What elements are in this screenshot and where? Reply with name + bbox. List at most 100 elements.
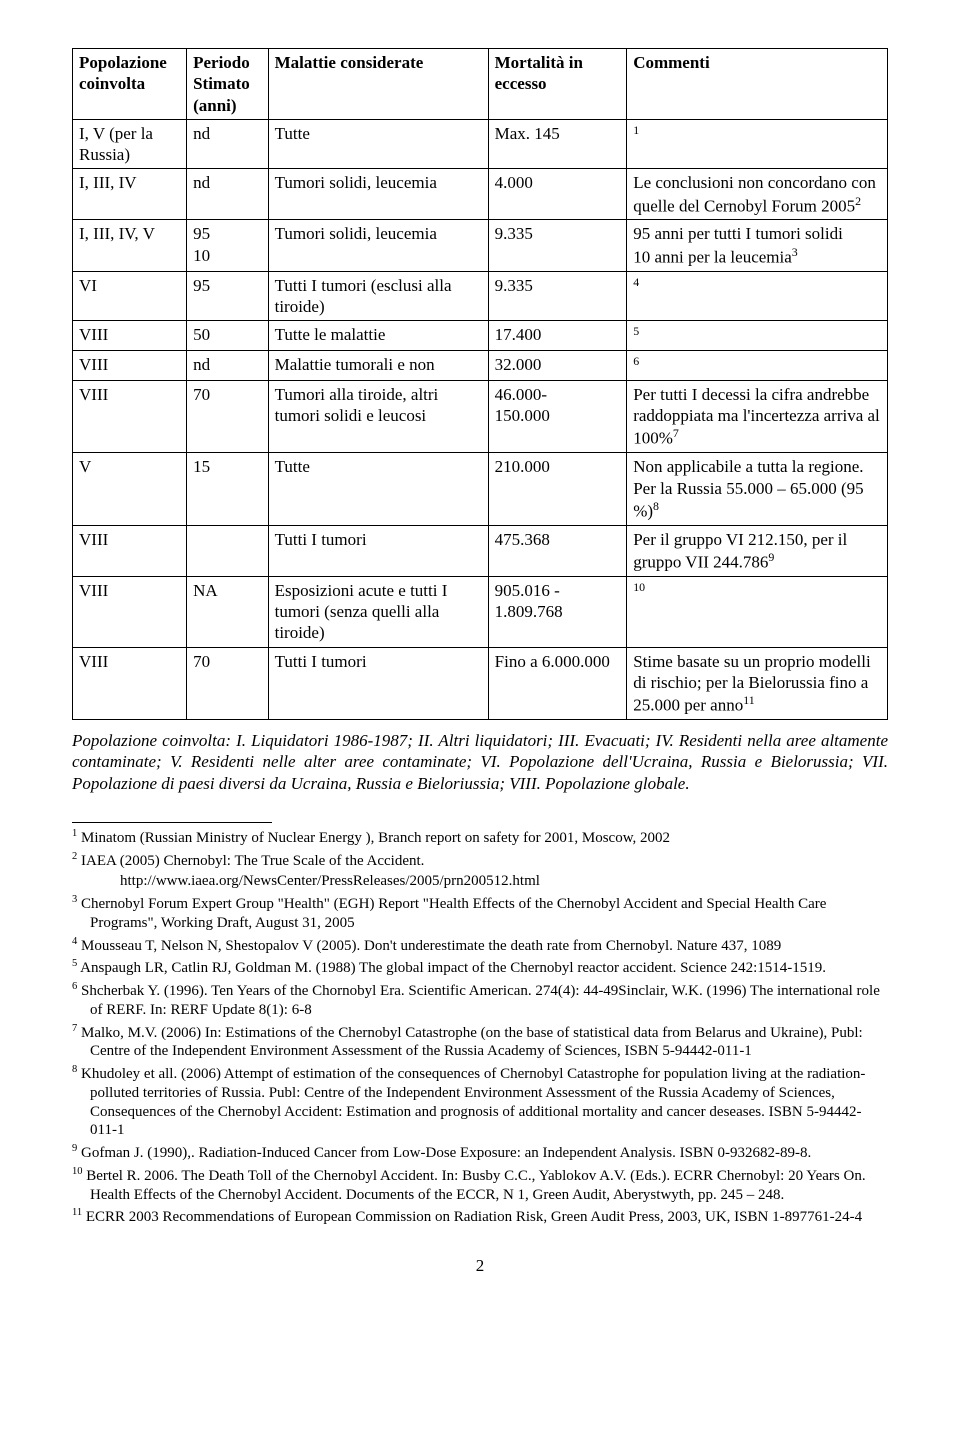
footnote: 9 Gofman J. (1990),. Radiation-Induced C… <box>72 1142 888 1163</box>
footnotes-separator <box>72 822 272 823</box>
cell: I, III, IV, V <box>73 220 187 271</box>
cell: VIII <box>73 576 187 647</box>
cell: Max. 145 <box>488 119 627 169</box>
table-row: VIII Tutti I tumori475.368Per il gruppo V… <box>73 525 888 576</box>
cell: Malattie tumorali e non <box>268 350 488 380</box>
page-number: 2 <box>72 1255 888 1276</box>
col-comments: Commenti <box>627 49 888 120</box>
cell: V <box>73 453 187 525</box>
footnote-ref: 3 <box>792 245 798 259</box>
footnote: 3 Chernobyl Forum Expert Group "Health" … <box>72 893 888 933</box>
footnote-ref: 1 <box>633 123 639 137</box>
table-row: I, III, IV, V95 10Tumori solidi, leucemi… <box>73 220 888 271</box>
cell: Tutti I tumori (esclusi alla tiroide) <box>268 271 488 321</box>
footnote-ref: 7 <box>673 426 679 440</box>
footnote-continuation: http://www.iaea.org/NewsCenter/PressRele… <box>72 872 888 891</box>
table-row: VIIINAEsposizioni acute e tutti I tumori… <box>73 576 888 647</box>
table-row: I, III, IVndTumori solidi, leucemia4.000… <box>73 169 888 220</box>
cell-comments: Le conclusioni non concordano con quelle… <box>627 169 888 220</box>
table-row: I, V (per la Russia)ndTutteMax. 145 1 <box>73 119 888 169</box>
footnote: 2 IAEA (2005) Chernobyl: The True Scale … <box>72 850 888 871</box>
cell: Tumori solidi, leucemia <box>268 220 488 271</box>
cell: Fino a 6.000.000 <box>488 647 627 719</box>
cell: I, V (per la Russia) <box>73 119 187 169</box>
table-row: VIII70Tumori alla tiroide, altri tumori … <box>73 380 888 452</box>
cell <box>187 525 269 576</box>
cell: Tumori solidi, leucemia <box>268 169 488 220</box>
cell-comments: 6 <box>627 350 888 380</box>
table-caption: Popolazione coinvolta: I. Liquidatori 19… <box>72 730 888 794</box>
cell-comments: 10 <box>627 576 888 647</box>
col-period: Periodo Stimato (anni) <box>187 49 269 120</box>
cell: 9.335 <box>488 220 627 271</box>
footnote-ref: 10 <box>633 580 645 594</box>
cell-comments: 1 <box>627 119 888 169</box>
footnote-ref: 8 <box>653 499 659 513</box>
cell: Tutte <box>268 453 488 525</box>
table-row: VIII70Tutti I tumoriFino a 6.000.000Stim… <box>73 647 888 719</box>
cell: Tutti I tumori <box>268 525 488 576</box>
cell: Tutte <box>268 119 488 169</box>
table-row: VIII50Tutte le malattie17.400 5 <box>73 321 888 351</box>
cell-comments: Per tutti I decessi la cifra andrebbe ra… <box>627 380 888 452</box>
footnote-ref: 4 <box>633 275 639 289</box>
cell: NA <box>187 576 269 647</box>
cell: 70 <box>187 380 269 452</box>
cell-comments: 95 anni per tutti I tumori solidi 10 ann… <box>627 220 888 271</box>
cell: VIII <box>73 380 187 452</box>
table-row: VI95Tutti I tumori (esclusi alla tiroide… <box>73 271 888 321</box>
cell: VI <box>73 271 187 321</box>
col-diseases: Malattie considerate <box>268 49 488 120</box>
cell: 46.000- 150.000 <box>488 380 627 452</box>
footnote: 7 Malko, M.V. (2006) In: Estimations of … <box>72 1022 888 1062</box>
cell: 17.400 <box>488 321 627 351</box>
cell: 9.335 <box>488 271 627 321</box>
footnote-ref: 9 <box>768 550 774 564</box>
cell-comments: Per il gruppo VI 212.150, per il gruppo … <box>627 525 888 576</box>
footnote-ref: 6 <box>633 354 639 368</box>
cell: 95 <box>187 271 269 321</box>
cell-comments: 5 <box>627 321 888 351</box>
cell: Tutte le malattie <box>268 321 488 351</box>
cell: Esposizioni acute e tutti I tumori (senz… <box>268 576 488 647</box>
cell-comments: 4 <box>627 271 888 321</box>
cell: VIII <box>73 647 187 719</box>
cell: VIII <box>73 321 187 351</box>
cell: 475.368 <box>488 525 627 576</box>
table-row: VIIIndMalattie tumorali e non32.000 6 <box>73 350 888 380</box>
footnotes: 1 Minatom (Russian Ministry of Nuclear E… <box>72 827 888 1227</box>
table-row: V15Tutte210.000Non applicabile a tutta l… <box>73 453 888 525</box>
cell: Tutti I tumori <box>268 647 488 719</box>
footnote-ref: 2 <box>855 194 861 208</box>
table-header-row: Popolazione coinvolta Periodo Stimato (a… <box>73 49 888 120</box>
footnote: 8 Khudoley et all. (2006) Attempt of est… <box>72 1063 888 1140</box>
cell-comments: Non applicabile a tutta la regione. Per … <box>627 453 888 525</box>
cell: I, III, IV <box>73 169 187 220</box>
footnote: 1 Minatom (Russian Ministry of Nuclear E… <box>72 827 888 848</box>
cell: 15 <box>187 453 269 525</box>
cell: Tumori alla tiroide, altri tumori solidi… <box>268 380 488 452</box>
cell: 95 10 <box>187 220 269 271</box>
mortality-table: Popolazione coinvolta Periodo Stimato (a… <box>72 48 888 720</box>
col-mortality: Mortalità in eccesso <box>488 49 627 120</box>
footnote-ref: 11 <box>743 693 754 707</box>
footnote: 6 Shcherbak Y. (1996). Ten Years of the … <box>72 980 888 1020</box>
cell: 50 <box>187 321 269 351</box>
cell: VIII <box>73 350 187 380</box>
footnote: 4 Mousseau T, Nelson N, Shestopalov V (2… <box>72 935 888 956</box>
footnote: 10 Bertel R. 2006. The Death Toll of the… <box>72 1165 888 1205</box>
footnote: 11 ECRR 2003 Recommendations of European… <box>72 1206 888 1227</box>
cell: VIII <box>73 525 187 576</box>
cell-comments: Stime basate su un proprio modelli di ri… <box>627 647 888 719</box>
footnote: 5 Anspaugh LR, Catlin RJ, Goldman M. (19… <box>72 957 888 978</box>
footnote-ref: 5 <box>633 324 639 338</box>
cell: nd <box>187 350 269 380</box>
col-population: Popolazione coinvolta <box>73 49 187 120</box>
cell: 4.000 <box>488 169 627 220</box>
cell: nd <box>187 119 269 169</box>
cell: 905.016 - 1.809.768 <box>488 576 627 647</box>
cell: nd <box>187 169 269 220</box>
cell: 32.000 <box>488 350 627 380</box>
cell: 70 <box>187 647 269 719</box>
cell: 210.000 <box>488 453 627 525</box>
